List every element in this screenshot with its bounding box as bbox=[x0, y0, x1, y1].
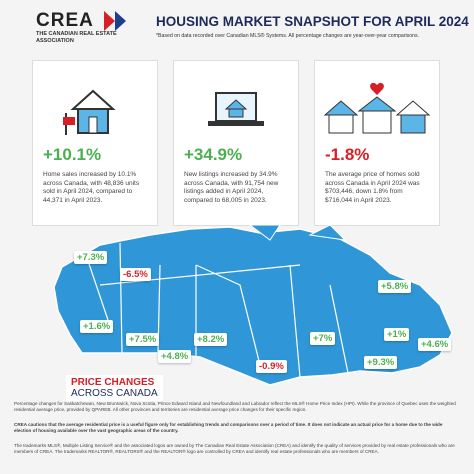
caption-line: PRICE CHANGES bbox=[71, 377, 155, 388]
card: +10.1% Home sales increased by 10.1% acr… bbox=[32, 60, 158, 226]
footnote: The trademarks MLS®, Multiple Listing Se… bbox=[14, 443, 455, 454]
logo: CREA bbox=[36, 10, 94, 31]
map-label: +4.8% bbox=[158, 350, 192, 363]
map-label: +5.8% bbox=[378, 280, 412, 293]
description: Home sales increased by 10.1% across Can… bbox=[43, 171, 140, 204]
map-label: -6.5% bbox=[120, 268, 151, 281]
change: +10.1% bbox=[43, 145, 102, 164]
footnote: Percentage changes for Saskatchewan, New… bbox=[14, 401, 456, 412]
map-label: +8.2% bbox=[194, 333, 228, 346]
subtitle: *Based on data recorded over Canadian ML… bbox=[156, 33, 420, 39]
map-label: +9.3% bbox=[364, 356, 398, 369]
map-label: +7.3% bbox=[74, 251, 108, 264]
icon-laptop bbox=[208, 92, 264, 126]
map-label: +7.5% bbox=[126, 333, 160, 346]
map-label: +1.6% bbox=[80, 320, 114, 333]
map-caption: PRICE CHANGES ACROSS CANADA bbox=[66, 375, 163, 401]
change: +34.9% bbox=[184, 145, 243, 164]
icon-houses bbox=[323, 82, 431, 134]
card: -1.8% The average price of homes sold ac… bbox=[314, 60, 440, 226]
description: New listings increased by 34.9% across C… bbox=[184, 171, 279, 204]
map-label: +7% bbox=[310, 332, 336, 345]
change: -1.8% bbox=[325, 145, 370, 164]
icon-house bbox=[63, 89, 116, 135]
card: +34.9% New listings increased by 34.9% a… bbox=[173, 60, 299, 226]
footnote: CREA cautions that the average residenti… bbox=[14, 422, 443, 433]
title: HOUSING MARKET SNAPSHOT FOR APRIL 2024 bbox=[156, 14, 469, 29]
map bbox=[53, 225, 453, 386]
caption-line: ACROSS CANADA bbox=[71, 388, 158, 399]
logo-subtitle: THE CANADIAN REAL ESTATE ASSOCIATION bbox=[36, 31, 117, 44]
logo-mark bbox=[104, 11, 126, 31]
map-label: +4.6% bbox=[418, 338, 452, 351]
map-label: -0.9% bbox=[256, 360, 287, 373]
map-label: +1% bbox=[384, 328, 410, 341]
description: The average price of homes sold across C… bbox=[325, 171, 420, 204]
